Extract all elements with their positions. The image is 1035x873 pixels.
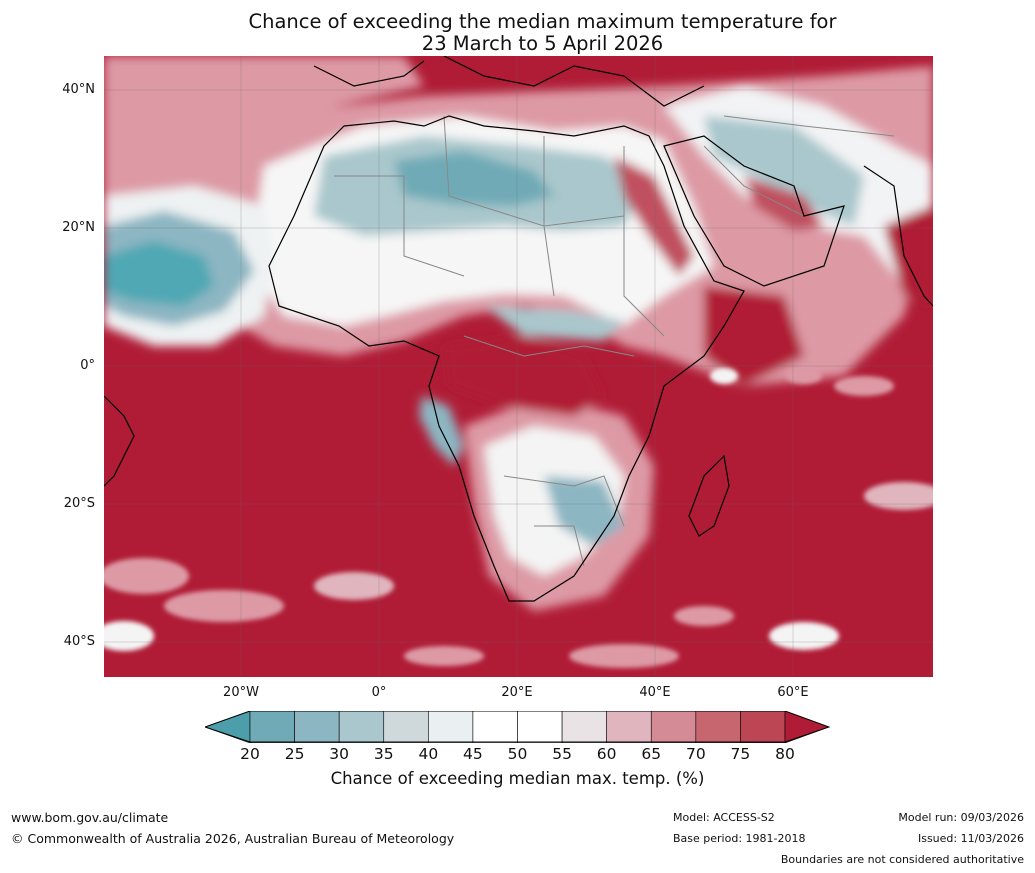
warm-india [884,206,933,306]
border-line [703,145,805,217]
border-line [543,136,555,297]
border-line [334,175,465,277]
colorbar-tick-75: 75 [730,745,751,763]
noise-patch [104,558,189,594]
base-period: Base period: 1981-2018 [673,832,806,845]
colorbar-tick-35: 35 [373,745,394,763]
colorbar-cell [695,711,741,743]
colorbar-cells [205,711,830,743]
coast-mediterranean [443,56,705,107]
border-line [723,115,895,137]
warm-east-africa [704,286,804,386]
colorbar [205,711,830,743]
lat-label-0: 0° [80,358,95,373]
colorbar-cell [561,711,607,743]
colorbar-tick-70: 70 [685,745,706,763]
warm-persian-gulf [744,176,824,231]
warm-central-africa [444,336,604,416]
noise-patch [569,644,679,668]
lon-label-0: 0° [371,685,387,700]
noise-patch [314,572,394,600]
colorbar-extend-high [784,711,830,743]
colorbar-tick-80: 80 [775,745,795,763]
colorbar-cell [650,711,697,743]
colorbar-cell [517,711,563,743]
noise-patch [164,590,284,622]
chart-title-line-2: 23 March to 5 April 2026 [421,32,664,55]
lat-label-20n: 20°N [62,220,95,235]
model-name: Model: ACCESS-S2 [673,811,775,824]
lat-label-40n: 40°N [62,82,95,97]
colorbar-cell [338,711,385,743]
coast-arabia [663,135,845,287]
border-line [503,475,625,527]
colorbar-cell [472,711,518,743]
lon-label-20e: 20°E [501,685,533,700]
colorbar-outline [205,711,830,743]
noise-patch [769,622,839,650]
chart-title-line-1: Chance of exceeding the median maximum t… [248,10,837,33]
noise-patch [674,606,734,626]
noise-patch [786,368,822,384]
model-run-date: Model run: 09/03/2026 [898,811,1024,824]
colorbar-cell [383,711,429,743]
cool-sahara-core [394,151,554,206]
noise-patch [864,482,933,510]
lat-label-40s: 40°S [63,634,95,649]
noise-patch [710,368,738,384]
colorbar-cell [294,711,340,743]
colorbar-tick-45: 45 [463,745,483,763]
border-line [623,146,665,337]
coast-south-america [104,395,135,487]
cool-arabia [704,116,864,226]
issued-date: Issued: 11/03/2026 [917,832,1024,845]
colorbar-tick-60: 60 [596,745,617,763]
coast-africa [268,115,745,602]
noise-patch [404,646,484,666]
coast-madagascar [688,454,730,537]
website-link[interactable]: www.bom.gov.au/climate [11,810,169,825]
border-line [463,335,635,357]
cool-sahel [484,306,624,341]
border-line [443,115,625,227]
cool-tropical-atlantic-core [104,241,214,306]
colorbar-tick-55: 55 [552,745,572,763]
colorbar-cell [249,711,295,743]
southern-ocean-noise [104,368,933,668]
colorbar-cell [428,711,474,743]
colorbar-tick-50: 50 [507,745,528,763]
map-svg [104,56,933,677]
colorbar-tick-40: 40 [418,745,439,763]
graticule [104,56,933,677]
warm-red-sea [614,156,694,276]
lon-label-60e: 60°E [777,685,809,700]
colorbar-cell [740,711,786,743]
colorbar-label: Chance of exceeding median max. temp. (%… [330,769,705,788]
colorbar-tick-65: 65 [641,745,662,763]
probability-shading [104,56,933,611]
halo-ne-atlantic [104,56,424,206]
probability-map [104,56,933,677]
lon-label-20w: 20°W [223,685,259,700]
lat-label-20s: 20°S [63,496,95,511]
lon-label-40e: 40°E [639,685,671,700]
copyright-notice: © Commonwealth of Australia 2026, Austra… [11,831,455,846]
coastlines [104,56,933,602]
colorbar-tick-30: 30 [329,745,350,763]
colorbar-extend-low [205,711,251,743]
colorbar-tick-20: 20 [240,745,260,763]
noise-patch [834,376,894,396]
colorbar-cell [606,711,652,743]
coast-india [863,165,933,307]
boundaries-disclaimer: Boundaries are not considered authoritat… [780,853,1024,866]
country-borders [334,115,895,567]
border-line [534,525,585,567]
colorbar-tick-25: 25 [284,745,305,763]
cool-southern-africa [544,476,624,546]
noise-patch [104,621,154,651]
